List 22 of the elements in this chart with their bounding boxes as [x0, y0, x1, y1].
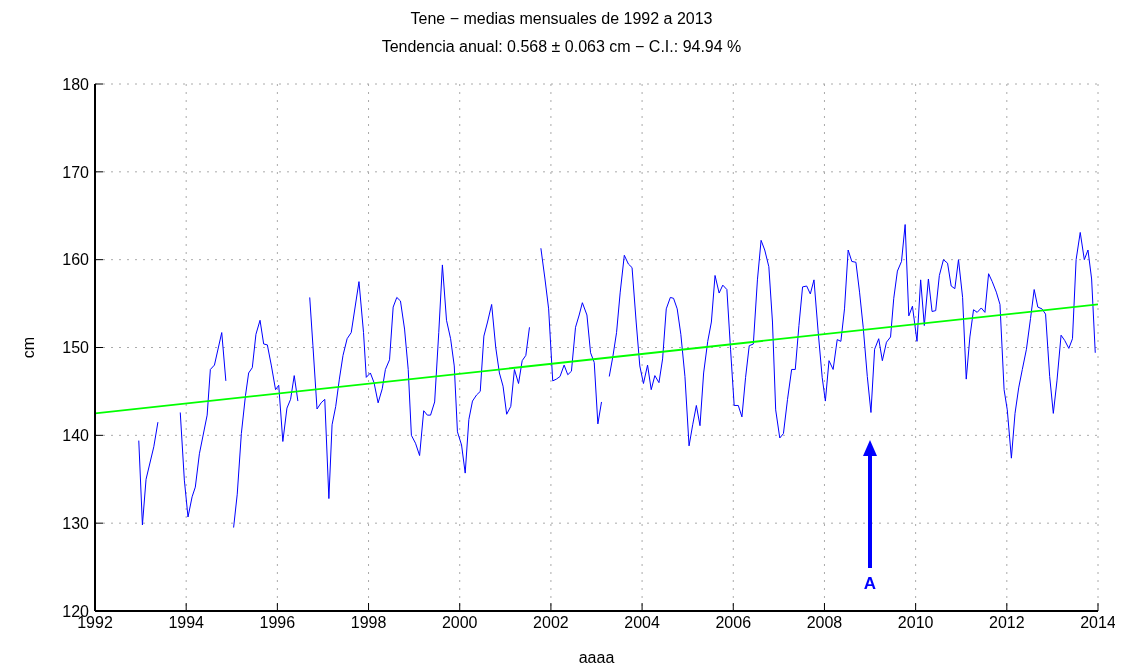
x-tick-label: 2006 — [715, 614, 752, 632]
y-axis-title: cm — [19, 336, 37, 359]
annotation: A — [863, 574, 877, 593]
y-tick-label: 160 — [62, 251, 90, 269]
chart-subtitle: Tendencia anual: 0.568 ± 0.063 cm − C.I.: 94.94 % — [380, 38, 743, 56]
chart-title: Tene − medias mensuales de 1992 a 2013 — [409, 10, 714, 28]
x-tick-label: 2014 — [1080, 614, 1116, 632]
y-tick-label: 150 — [62, 339, 90, 357]
x-tick-label: 1994 — [168, 614, 205, 632]
x-tick-label: 2012 — [989, 614, 1025, 632]
x-tick-label: 2002 — [533, 614, 569, 632]
x-tick-label: 1996 — [259, 614, 296, 632]
x-tick-label: 2004 — [624, 614, 660, 632]
x-tick-label: 2000 — [441, 614, 478, 632]
y-tick-label: 170 — [62, 163, 90, 181]
x-tick-label: 2008 — [806, 614, 843, 632]
y-tick-label: 140 — [62, 427, 90, 445]
x-tick-label: 2010 — [897, 614, 934, 632]
y-tick-label: 130 — [62, 514, 90, 532]
y-tick-label: 180 — [62, 75, 90, 93]
x-axis-title: aaaa — [578, 649, 615, 666]
x-tick-label: 1998 — [350, 614, 387, 632]
